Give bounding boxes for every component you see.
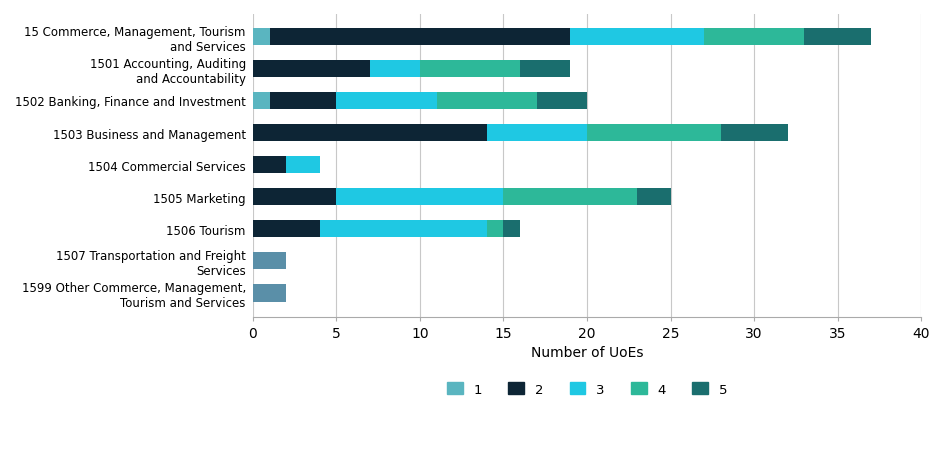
Bar bbox=[336, 92, 436, 110]
Bar bbox=[720, 124, 786, 142]
Legend: 1, 2, 3, 4, 5: 1, 2, 3, 4, 5 bbox=[442, 377, 732, 401]
Bar bbox=[253, 157, 286, 174]
Bar bbox=[253, 284, 286, 302]
Bar bbox=[269, 92, 336, 110]
Bar bbox=[253, 124, 486, 142]
Bar bbox=[269, 28, 570, 46]
Bar bbox=[253, 28, 269, 46]
Bar bbox=[503, 220, 519, 238]
Bar bbox=[586, 124, 720, 142]
Bar bbox=[519, 61, 570, 78]
Bar bbox=[503, 188, 636, 206]
Bar bbox=[319, 220, 486, 238]
Bar bbox=[486, 220, 503, 238]
X-axis label: Number of UoEs: Number of UoEs bbox=[531, 346, 643, 359]
Bar bbox=[803, 28, 870, 46]
Bar bbox=[703, 28, 803, 46]
Bar bbox=[286, 157, 319, 174]
Bar bbox=[253, 92, 269, 110]
Bar bbox=[570, 28, 703, 46]
Bar bbox=[636, 188, 670, 206]
Bar bbox=[336, 188, 503, 206]
Bar bbox=[436, 92, 536, 110]
Bar bbox=[253, 188, 336, 206]
Bar bbox=[253, 61, 369, 78]
Bar bbox=[253, 220, 319, 238]
Bar bbox=[536, 92, 586, 110]
Bar bbox=[369, 61, 419, 78]
Bar bbox=[253, 252, 286, 270]
Bar bbox=[486, 124, 586, 142]
Bar bbox=[419, 61, 519, 78]
